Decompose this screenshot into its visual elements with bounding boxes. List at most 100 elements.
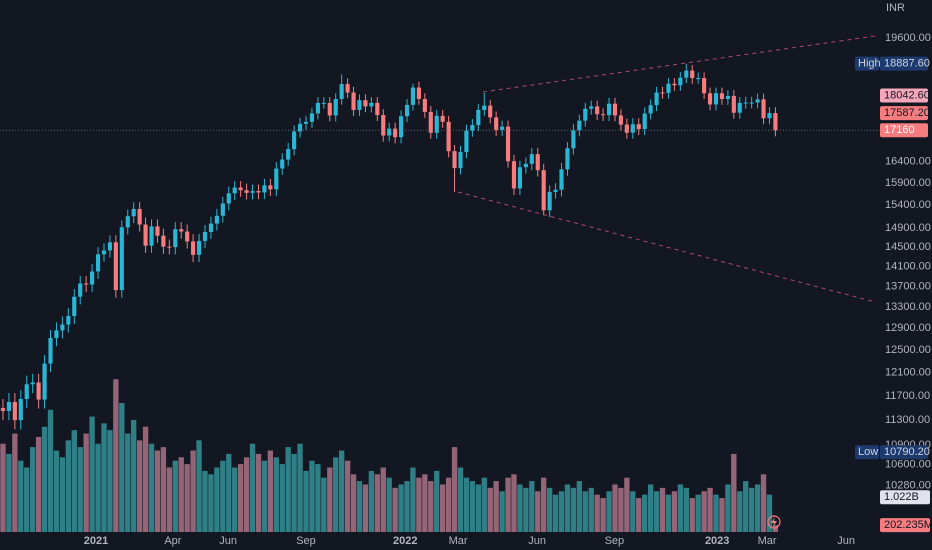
candle-body (137, 208, 142, 225)
candle-body (523, 163, 528, 168)
y-tick-label: 12900.00 (885, 322, 931, 334)
candle-body (452, 151, 457, 169)
price-label-box (880, 123, 928, 138)
x-tick-label: Sep (296, 535, 316, 547)
volume-bar (53, 450, 60, 532)
candle-body (220, 203, 225, 216)
candle-body (48, 338, 53, 364)
ma-label: 18042.60 (884, 89, 930, 101)
volume-bar (41, 426, 48, 532)
x-tick-label: Mar (758, 535, 777, 547)
candle-body (702, 78, 707, 94)
candle-body (113, 242, 118, 291)
volume-bar (47, 409, 54, 532)
volume-bar (154, 450, 161, 532)
y-tick-label: 16400.00 (885, 156, 931, 168)
x-tick-label: Jun (837, 535, 855, 547)
volume-bar (368, 470, 375, 532)
volume-bar (279, 464, 285, 532)
volume-bar (612, 484, 618, 532)
volume-bar (689, 498, 695, 532)
candle-body (547, 191, 552, 211)
candle-body (167, 246, 172, 248)
volume-label-box (880, 490, 930, 505)
candle-body (535, 154, 540, 171)
candle-body (755, 99, 760, 103)
volume-bar (725, 484, 731, 532)
volume-bar (434, 470, 440, 532)
candle-body (601, 114, 606, 116)
candle-body (500, 126, 505, 130)
volume-bar (6, 453, 12, 532)
volume-bar (190, 450, 196, 532)
volume-bar (440, 484, 446, 532)
x-tick-label: 2021 (84, 535, 108, 547)
volume-label-box (880, 518, 930, 533)
volume-bar (95, 443, 101, 532)
volume-bar (333, 457, 339, 532)
volume-bar (772, 525, 779, 532)
volume-bar (24, 467, 30, 532)
volume-bar (428, 481, 434, 532)
x-tick-label: 2022 (393, 535, 417, 547)
volume-bar (327, 467, 333, 532)
volume-bar (451, 447, 458, 532)
candle-body (72, 296, 77, 317)
candle-body (642, 113, 647, 130)
candle-body (95, 254, 101, 272)
candle-body (268, 185, 273, 190)
volume-bar (457, 467, 464, 532)
candle-body (511, 161, 517, 189)
volume-bar (630, 491, 636, 532)
volume-bar (564, 484, 571, 532)
volume-bar (707, 487, 713, 532)
marker-value: 10790.20 (884, 446, 930, 458)
candle-body (375, 102, 380, 116)
volume-bar (119, 402, 125, 532)
volume-bar (380, 467, 386, 532)
volume-bar (541, 477, 547, 532)
candle-body (280, 159, 285, 169)
marker-name-box (855, 56, 879, 71)
candle-body (173, 229, 178, 248)
candle-body (387, 128, 392, 136)
volume-bar (517, 484, 523, 532)
volume-bar (546, 487, 553, 532)
volume-bar (624, 477, 630, 532)
replay-icon[interactable] (767, 515, 781, 529)
candle-body (250, 191, 255, 193)
candle-body (517, 167, 522, 189)
candle-body (208, 223, 214, 232)
candle-body (410, 87, 416, 105)
candle-body (505, 126, 511, 162)
volume-bar (18, 460, 24, 532)
volume-bar (321, 477, 327, 532)
volume-bar (107, 430, 113, 532)
candle-body (60, 324, 65, 331)
candle-body (571, 130, 576, 149)
volume-bar (505, 477, 511, 532)
volume-bar (665, 494, 672, 532)
candle-body (684, 70, 689, 78)
ma-label-box (880, 106, 928, 121)
candle-body (185, 231, 190, 242)
candle-body (369, 102, 374, 107)
marker-name: High (858, 58, 881, 70)
candle-body (476, 109, 481, 126)
currency-label: INR (886, 2, 905, 14)
volume-bar (647, 484, 654, 532)
volume-bar (523, 487, 529, 532)
volume-bar (160, 447, 167, 532)
ma-label: 17587.20 (884, 107, 930, 119)
candle-body (470, 125, 475, 131)
candle-body (256, 191, 261, 193)
volume-bar (356, 481, 363, 532)
volume-bar (766, 494, 773, 532)
volume-bar (315, 464, 321, 532)
candle-body (24, 384, 29, 399)
volume-bar (659, 487, 666, 532)
marker-name-box (855, 445, 879, 460)
candle-body (309, 113, 315, 122)
volume-bar (285, 447, 291, 532)
candle-body (12, 401, 17, 421)
